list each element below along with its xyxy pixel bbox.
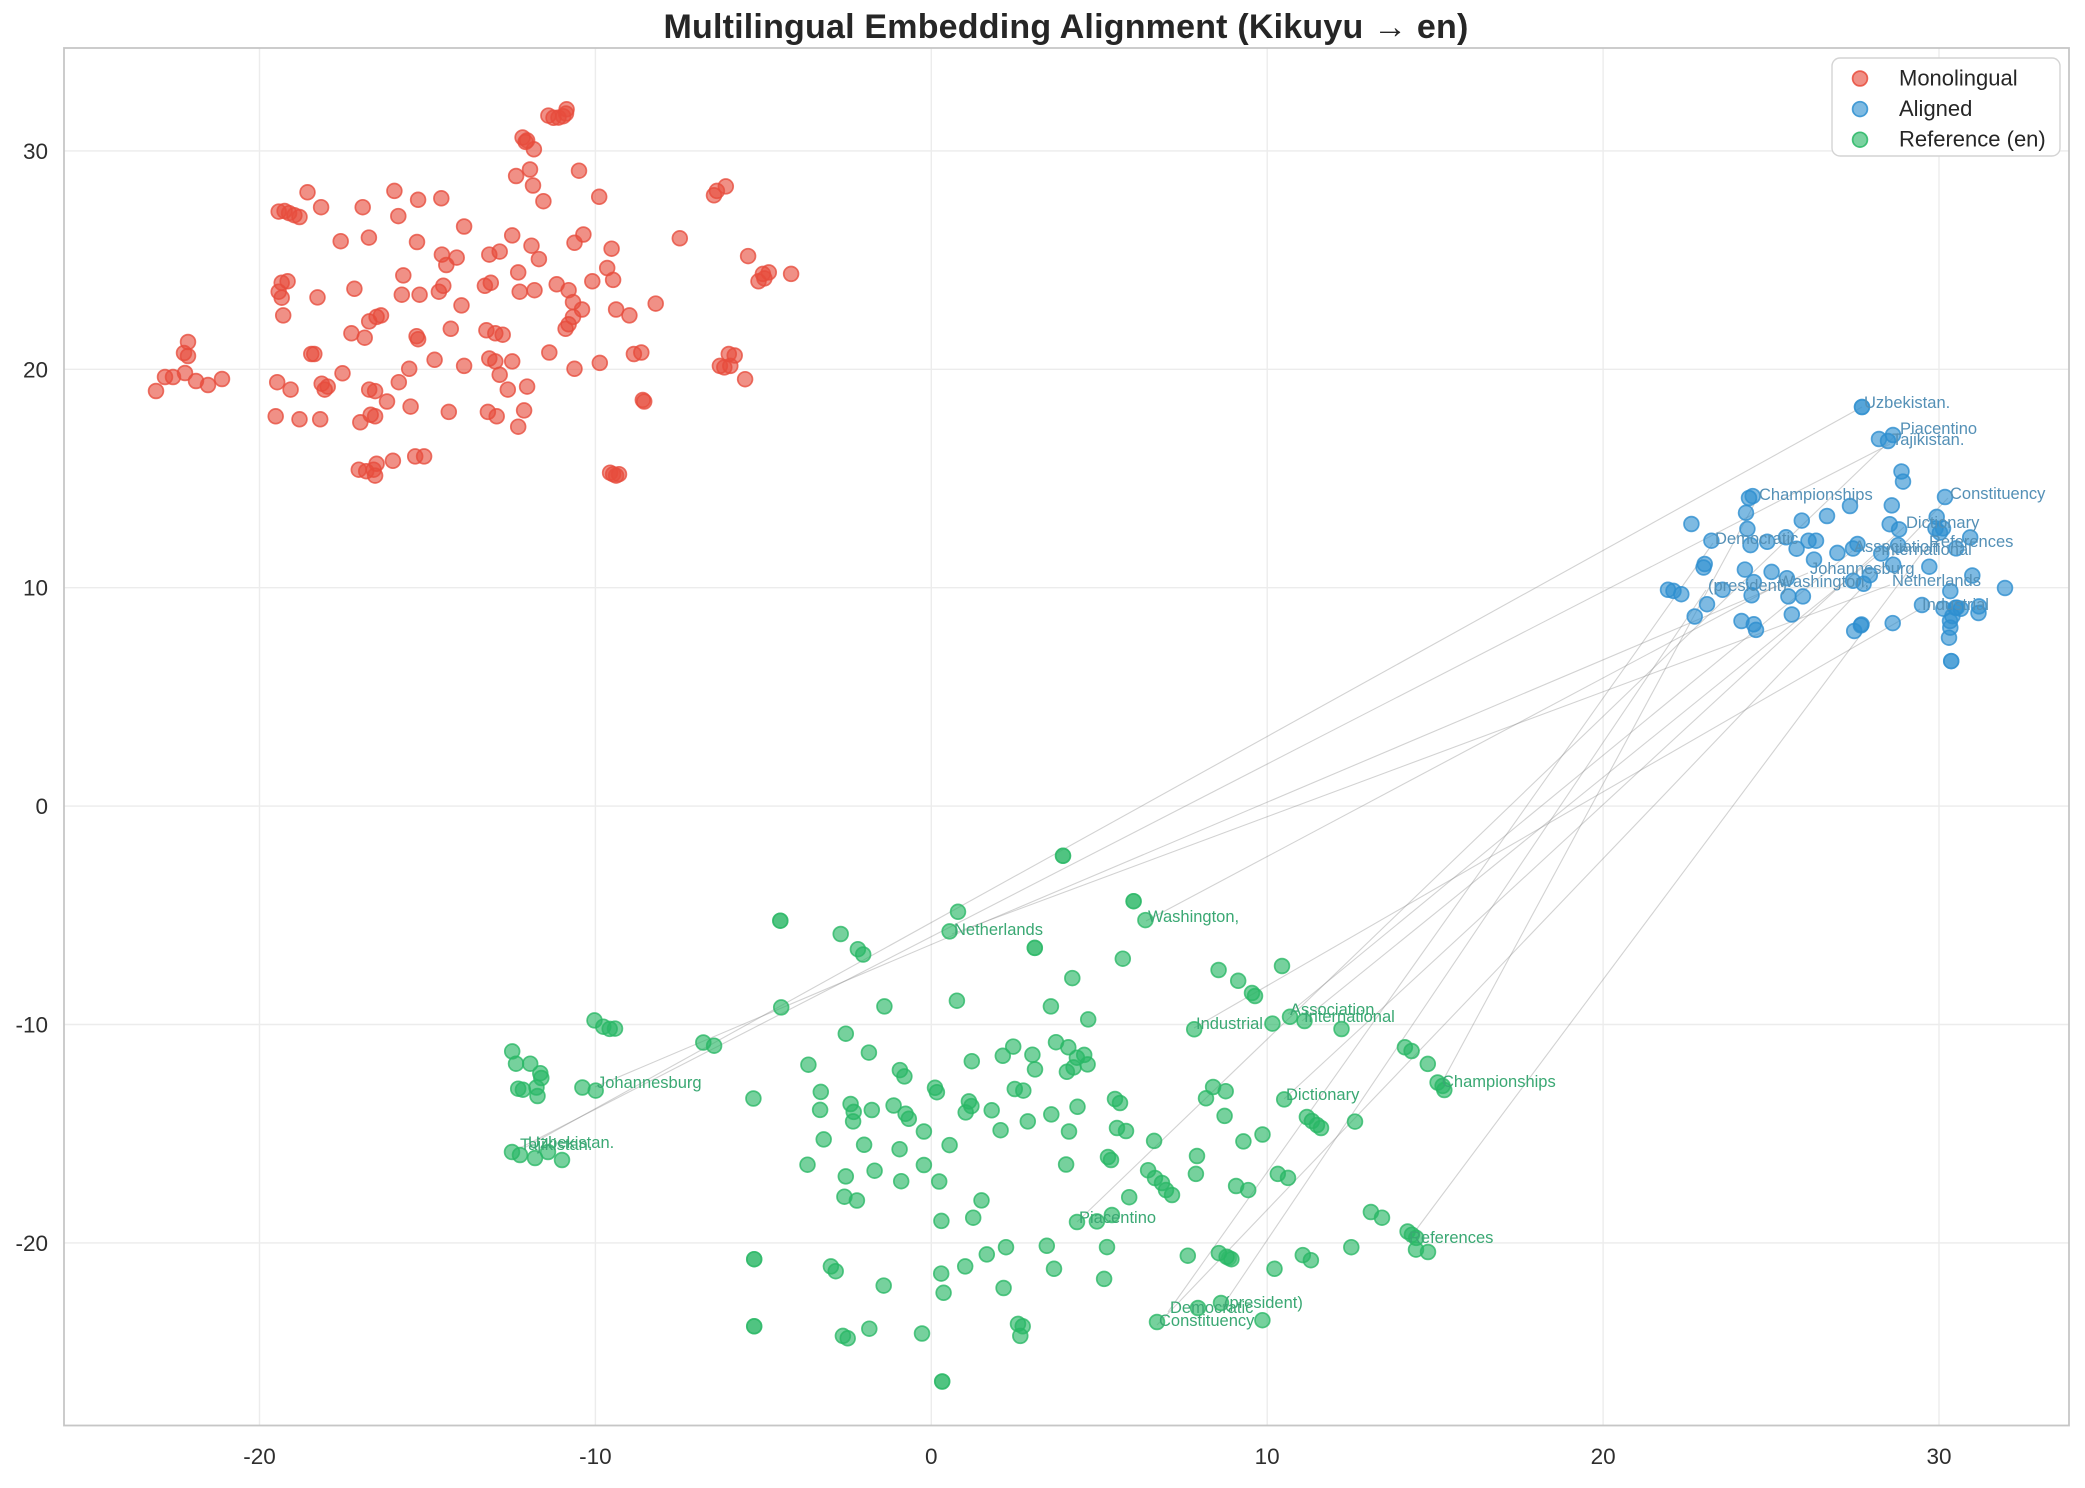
svg-text:Association: Association [1290, 1001, 1374, 1019]
svg-text:20: 20 [23, 357, 48, 382]
svg-text:Democratic: Democratic [1715, 530, 1798, 548]
svg-text:20: 20 [1591, 1444, 1616, 1469]
svg-text:Piacentino: Piacentino [1900, 420, 1977, 438]
svg-text:-10: -10 [15, 1013, 48, 1038]
svg-text:10: 10 [1255, 1444, 1280, 1469]
svg-text:Tajikistan.: Tajikistan. [520, 1136, 592, 1154]
svg-text:Monolingual: Monolingual [1899, 66, 2018, 91]
svg-text:Washington,: Washington, [1148, 908, 1239, 926]
svg-text:30: 30 [23, 139, 48, 164]
svg-text:Multilingual Embedding Alignme: Multilingual Embedding Alignment (Kikuyu… [663, 8, 1468, 46]
svg-text:References: References [1929, 533, 2013, 551]
svg-text:Championships: Championships [1759, 486, 1873, 504]
svg-text:0: 0 [925, 1444, 938, 1469]
svg-text:Industrial: Industrial [1196, 1015, 1263, 1033]
svg-text:Association: Association [1854, 538, 1938, 556]
svg-text:Industrial: Industrial [1922, 596, 1989, 614]
svg-text:Dictionary: Dictionary [1906, 514, 1980, 532]
svg-text:Dictionary: Dictionary [1286, 1086, 1360, 1104]
svg-text:Netherlands: Netherlands [1892, 572, 1981, 590]
svg-text:International: International [1881, 541, 1972, 559]
svg-text:Aligned: Aligned [1899, 96, 1972, 121]
svg-text:Johannesburg: Johannesburg [597, 1074, 702, 1092]
svg-text:International: International [1304, 1008, 1395, 1026]
svg-text:Championships: Championships [1442, 1073, 1556, 1091]
svg-text:References: References [1409, 1229, 1493, 1247]
svg-text:(president): (president) [1708, 577, 1787, 595]
svg-text:Democratic: Democratic [1170, 1299, 1253, 1317]
svg-text:Tajikistan.: Tajikistan. [1892, 431, 1964, 449]
svg-text:10: 10 [23, 576, 48, 601]
svg-text:Piacentino: Piacentino [1079, 1209, 1156, 1227]
svg-text:-20: -20 [243, 1444, 276, 1469]
svg-text:Washington,: Washington, [1778, 573, 1869, 591]
svg-text:Constituency: Constituency [1950, 485, 2046, 503]
svg-text:-10: -10 [579, 1444, 612, 1469]
svg-text:30: 30 [1926, 1444, 1951, 1469]
svg-text:-20: -20 [15, 1231, 48, 1256]
svg-text:Uzbekistan.: Uzbekistan. [1864, 394, 1950, 412]
svg-text:Netherlands: Netherlands [954, 921, 1043, 939]
svg-text:Reference (en): Reference (en) [1899, 127, 2046, 152]
svg-text:Constituency: Constituency [1159, 1312, 1255, 1330]
svg-text:0: 0 [35, 794, 48, 819]
svg-text:Uzbekistan.: Uzbekistan. [528, 1134, 614, 1152]
svg-text:Johannesburg: Johannesburg [1810, 560, 1915, 578]
svg-text:(president): (president) [1224, 1294, 1303, 1312]
